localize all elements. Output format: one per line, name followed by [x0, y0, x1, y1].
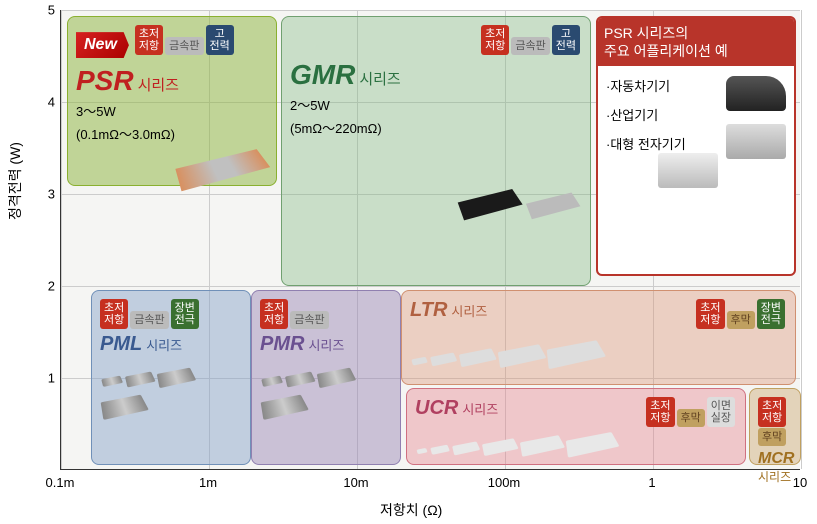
resistor-icon [175, 149, 270, 191]
series-ucr: UCR시리즈초저저항후막이면실장 [406, 388, 746, 465]
resistor-icon [566, 432, 620, 458]
resistor-icon [458, 189, 523, 220]
tag: 이면실장 [707, 397, 735, 427]
tag: 장변전극 [757, 299, 785, 329]
resistor-icon [125, 372, 156, 388]
tag: 금속판 [511, 37, 549, 55]
series-psr: New초저저항금속판고전력PSR시리즈3～5W(0.1mΩ～3.0mΩ) [67, 16, 277, 186]
x-tick: 100m [488, 475, 521, 490]
resistor-icon [101, 395, 149, 420]
resistor-icon [498, 344, 547, 368]
tag: 후막 [758, 428, 786, 446]
resistor-icon [547, 340, 606, 369]
resistor-icon [416, 448, 427, 454]
y-axis-label: 정격전력 (W) [5, 142, 25, 220]
resistor-icon [261, 395, 309, 420]
x-tick: 10 [793, 475, 807, 490]
info-box: PSR 시리즈의주요 어플리케이션 예·자동차기기·산업기기·대형 전자기기 [596, 16, 796, 276]
y-tick: 2 [40, 279, 55, 294]
gridline-v [801, 10, 802, 469]
tag: 금속판 [165, 37, 203, 55]
x-axis-label: 저항치 (Ω) [380, 500, 442, 520]
tag: 고전력 [206, 25, 234, 55]
y-tick: 3 [40, 187, 55, 202]
resistor-icon [261, 376, 283, 387]
tag: 금속판 [130, 311, 168, 329]
resistor-icon [452, 442, 480, 456]
series-mcr: 초저저항후막MCR시리즈 [749, 388, 801, 465]
tag: 고전력 [552, 25, 580, 55]
resistor-icon [482, 438, 519, 456]
resistor-icon [101, 376, 123, 387]
tag: 장변전극 [171, 299, 199, 329]
tag: 초저저항 [135, 25, 163, 55]
plot-area: New초저저항금속판고전력PSR시리즈3～5W(0.1mΩ～3.0mΩ)초저저항… [60, 10, 800, 470]
x-tick: 0.1m [46, 475, 75, 490]
resistor-icon [430, 445, 450, 455]
info-item: ·자동차기기 [606, 76, 786, 95]
chart-container: 정격전력 (W) 저항치 (Ω) New초저저항금속판고전력PSR시리즈3～5W… [0, 0, 817, 524]
resistor-icon [520, 435, 565, 457]
resistor-icon [430, 353, 457, 367]
series-gmr: 초저저항금속판고전력GMR시리즈2～5W(5mΩ～220mΩ) [281, 16, 591, 286]
gridline-v [61, 10, 62, 469]
resistor-icon [285, 372, 316, 388]
app-icon [726, 124, 786, 159]
x-tick: 1m [199, 475, 217, 490]
y-tick: 5 [40, 3, 55, 18]
resistor-icon [157, 368, 196, 389]
gridline-h [61, 286, 800, 287]
series-pml: 초저저항금속판장변전극PML시리즈 [91, 290, 251, 465]
tag: 초저저항 [758, 397, 786, 427]
info-title: PSR 시리즈의주요 어플리케이션 예 [598, 18, 794, 66]
tag: 초저저항 [481, 25, 509, 55]
y-tick: 1 [40, 371, 55, 386]
tag: 후막 [727, 311, 755, 329]
tag: 초저저항 [260, 299, 288, 329]
app-icon [726, 76, 786, 111]
series-pmr: 초저저항금속판PMR시리즈 [251, 290, 401, 465]
app-icon [658, 153, 718, 188]
resistor-icon [526, 193, 581, 220]
gridline-h [61, 10, 800, 11]
tag: 초저저항 [646, 397, 674, 427]
tag: 초저저항 [696, 299, 724, 329]
tag: 후막 [677, 409, 705, 427]
x-tick: 10m [343, 475, 368, 490]
x-tick: 1 [648, 475, 655, 490]
resistor-icon [317, 368, 356, 389]
resistor-icon [459, 348, 497, 367]
tag: 금속판 [290, 311, 328, 329]
resistor-icon [411, 357, 428, 366]
y-tick: 4 [40, 95, 55, 110]
new-badge: New [76, 32, 129, 58]
series-ltr: LTR시리즈초저저항후막장변전극 [401, 290, 796, 385]
tag: 초저저항 [100, 299, 128, 329]
